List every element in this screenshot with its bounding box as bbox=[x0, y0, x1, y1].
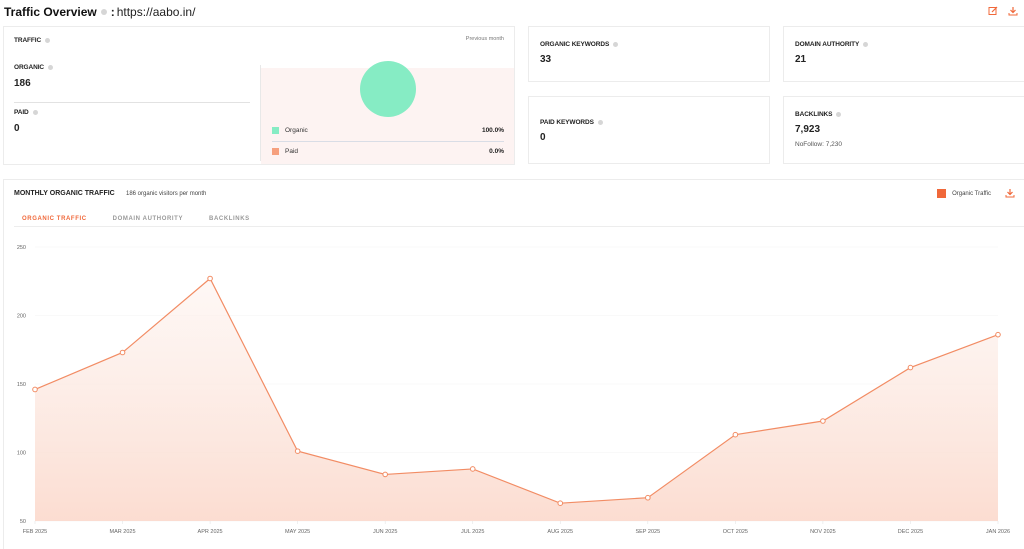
monthly-subtitle: 186 organic visitors per month bbox=[126, 191, 207, 197]
info-icon[interactable] bbox=[863, 42, 869, 47]
divider bbox=[14, 102, 250, 103]
paid-keywords-label: PAID KEYWORDS bbox=[540, 119, 607, 126]
label-text: ORGANIC KEYWORDS bbox=[540, 41, 610, 48]
x-tick-label: JUN 2025 bbox=[373, 529, 397, 535]
data-point[interactable] bbox=[119, 349, 126, 356]
data-point[interactable] bbox=[469, 466, 476, 472]
area-fill bbox=[35, 278, 998, 521]
download-icon[interactable] bbox=[1008, 6, 1018, 16]
page-title: Traffic Overview bbox=[4, 5, 97, 19]
organic-keywords-card: ORGANIC KEYWORDS 33 bbox=[528, 26, 770, 82]
legend-item-organic: Organic 100.0% bbox=[272, 124, 504, 136]
domain-authority-label: DOMAIN AUTHORITY bbox=[795, 41, 872, 48]
label-text: PAID KEYWORDS bbox=[540, 119, 594, 126]
traffic-pie-chart[interactable] bbox=[360, 61, 416, 117]
info-icon[interactable] bbox=[836, 112, 842, 117]
legend-item-paid: Paid 0.0% bbox=[272, 145, 504, 157]
paid-keywords-card: PAID KEYWORDS 0 bbox=[528, 96, 770, 164]
period-label: Previous month bbox=[465, 36, 504, 42]
tab-backlinks[interactable]: BACKLINKS bbox=[209, 216, 250, 222]
organic-label-text: ORGANIC bbox=[14, 64, 44, 71]
y-tick-label: 50 bbox=[20, 519, 26, 525]
data-point[interactable] bbox=[382, 471, 388, 478]
organic-keywords-label: ORGANIC KEYWORDS bbox=[540, 41, 622, 48]
monthly-title: MONTHLY ORGANIC TRAFFIC bbox=[14, 190, 115, 197]
paid-value: 0 bbox=[14, 123, 20, 134]
label-text: BACKLINKS bbox=[795, 111, 833, 118]
divider bbox=[260, 65, 261, 161]
chart-legend: Organic Traffic bbox=[937, 189, 991, 198]
x-tick-label: NOV 2025 bbox=[810, 529, 836, 535]
info-icon[interactable] bbox=[48, 65, 53, 70]
info-icon[interactable] bbox=[32, 110, 38, 115]
x-tick-label: AUG 2025 bbox=[547, 529, 573, 535]
title-separator: : bbox=[110, 5, 115, 19]
info-icon[interactable] bbox=[597, 120, 603, 125]
traffic-summary: TRAFFIC ORGANIC 186 PAID 0 bbox=[14, 37, 252, 134]
x-tick-label: JUL 2025 bbox=[461, 529, 484, 535]
divider bbox=[272, 141, 504, 142]
download-icon[interactable] bbox=[1005, 188, 1015, 198]
header-actions bbox=[988, 6, 1018, 16]
info-icon[interactable] bbox=[100, 9, 107, 15]
legend-percent: 100.0% bbox=[481, 126, 504, 134]
domain-authority-card: DOMAIN AUTHORITY 21 bbox=[783, 26, 1024, 82]
data-point[interactable] bbox=[557, 500, 564, 506]
organic-keywords-value: 33 bbox=[540, 54, 552, 65]
paid-label-text: PAID bbox=[14, 109, 29, 116]
backlinks-value: 7,923 bbox=[795, 124, 821, 135]
traffic-card: TRAFFIC ORGANIC 186 PAID 0 Previous mont… bbox=[3, 26, 515, 165]
data-point[interactable] bbox=[820, 418, 826, 424]
x-tick-label: JAN 2026 bbox=[986, 529, 1010, 535]
data-point[interactable] bbox=[907, 364, 914, 371]
paid-keywords-value: 0 bbox=[540, 132, 546, 143]
y-tick-label: 100 bbox=[17, 451, 26, 457]
backlinks-card: BACKLINKS 7,923 NoFollow: 7,230 bbox=[783, 96, 1024, 164]
x-tick-label: DEC 2025 bbox=[898, 529, 923, 535]
data-point[interactable] bbox=[995, 331, 1001, 338]
legend-label[interactable]: Organic Traffic bbox=[952, 190, 991, 197]
paid-swatch bbox=[272, 147, 279, 155]
traffic-pie-panel: Previous month Organic 100.0% Paid 0.0% bbox=[260, 27, 514, 164]
x-tick-label: FEB 2025 bbox=[23, 529, 47, 535]
data-point[interactable] bbox=[645, 494, 651, 501]
organic-label: ORGANIC bbox=[14, 64, 252, 71]
traffic-line bbox=[34, 277, 999, 504]
data-point[interactable] bbox=[32, 386, 38, 393]
tabs-divider bbox=[14, 226, 1024, 227]
legend-swatch bbox=[937, 189, 947, 198]
organic-swatch bbox=[272, 126, 279, 134]
x-tick-label: APR 2025 bbox=[198, 529, 223, 535]
edit-icon[interactable] bbox=[988, 6, 998, 16]
data-point[interactable] bbox=[732, 431, 739, 438]
x-tick-label: MAR 2025 bbox=[110, 529, 136, 535]
legend-name: Paid bbox=[285, 147, 299, 155]
x-tick-label: OCT 2025 bbox=[723, 529, 748, 535]
info-icon[interactable] bbox=[45, 38, 51, 43]
legend-name: Organic bbox=[285, 126, 308, 134]
data-point[interactable] bbox=[294, 448, 301, 454]
backlinks-label: BACKLINKS bbox=[795, 111, 845, 118]
page-header: Traffic Overview : https://aabo.in/ bbox=[4, 4, 195, 20]
site-url: https://aabo.in/ bbox=[116, 5, 196, 19]
y-tick-label: 200 bbox=[17, 314, 26, 320]
info-icon[interactable] bbox=[613, 42, 619, 47]
data-point[interactable] bbox=[207, 275, 213, 282]
tab-domain-authority[interactable]: DOMAIN AUTHORITY bbox=[112, 216, 184, 222]
y-tick-label: 250 bbox=[17, 245, 26, 251]
nofollow-count: NoFollow: 7,230 bbox=[795, 141, 842, 148]
traffic-label: TRAFFIC bbox=[14, 37, 252, 44]
traffic-label-text: TRAFFIC bbox=[14, 37, 42, 44]
y-tick-label: 150 bbox=[17, 382, 26, 388]
organic-traffic-chart: 50 100 150 200 250 FEB 2025 MAR 2025 APR 2025 MA… bbox=[17, 245, 1010, 535]
domain-authority-value: 21 bbox=[795, 54, 807, 65]
paid-label: PAID bbox=[14, 109, 252, 116]
label-text: DOMAIN AUTHORITY bbox=[795, 41, 860, 48]
x-tick-label: MAY 2025 bbox=[285, 529, 310, 535]
x-tick-label: SEP 2025 bbox=[635, 529, 660, 535]
organic-value: 186 bbox=[14, 78, 31, 89]
legend-percent: 0.0% bbox=[489, 147, 504, 155]
